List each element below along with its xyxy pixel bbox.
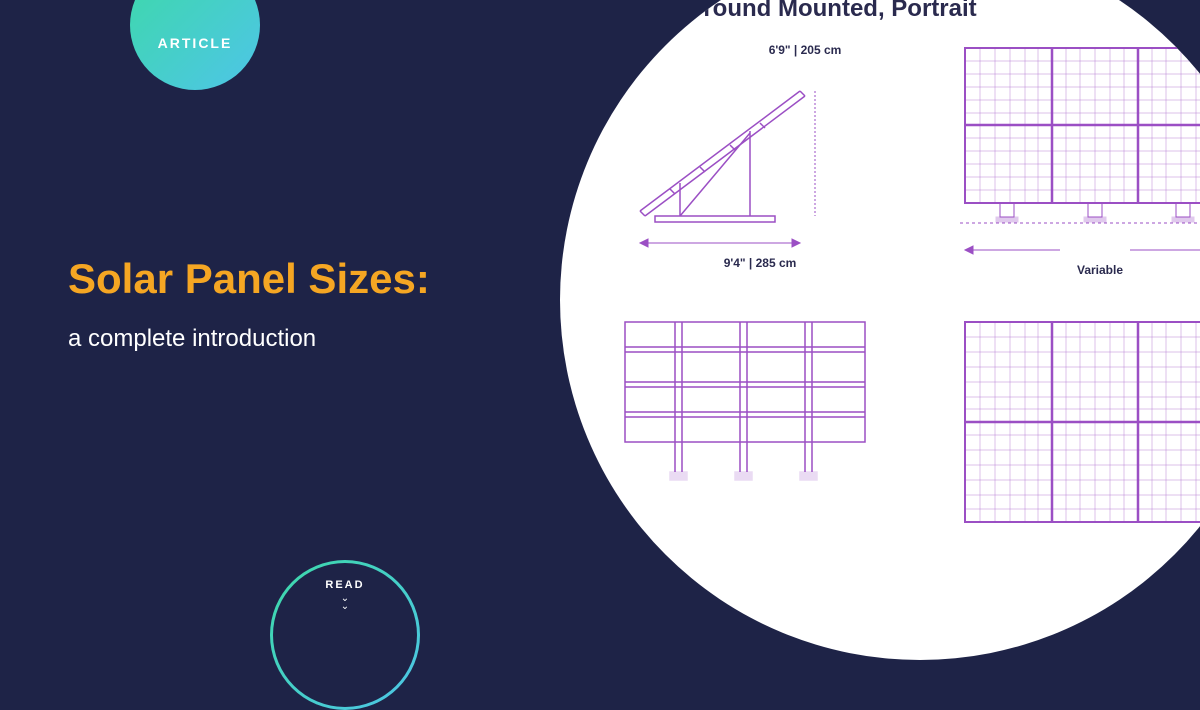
- dim-variable-label: Variable: [960, 263, 1200, 277]
- width-dimension-svg: [620, 231, 850, 256]
- dim-width-label: 9'4" | 285 cm: [620, 256, 900, 270]
- diagram-plan-view: Plan: [960, 317, 1200, 527]
- page-subtitle: a complete introduction: [68, 325, 430, 353]
- article-badge: ARTICLE: [130, 0, 260, 90]
- title-block: Solar Panel Sizes: a complete introducti…: [68, 255, 430, 353]
- back-structure-svg: [620, 317, 870, 492]
- article-badge-label: ARTICLE: [158, 35, 233, 51]
- side-elevation-svg: [620, 61, 850, 231]
- chevron-down-icon: ⌄⌄: [341, 595, 349, 611]
- front-elevation-svg: [960, 43, 1200, 238]
- read-badge-inner: READ ⌄⌄: [273, 563, 417, 707]
- diagram-header: - Ground Mounted, Portrait: [670, 0, 1200, 23]
- plan-view-svg: [960, 317, 1200, 527]
- diagram-back-structure: [620, 317, 900, 527]
- page-title: Solar Panel Sizes:: [68, 255, 430, 303]
- variable-dimension-svg: [960, 238, 1200, 263]
- diagram-side-elevation: 6'9" | 205 cm: [620, 43, 900, 277]
- diagram-front-elevation: Variable: [960, 43, 1200, 277]
- dim-height-label: 6'9" | 205 cm: [710, 43, 900, 57]
- diagram-container: - Ground Mounted, Portrait 6'9" | 205 cm: [560, 0, 1200, 660]
- read-badge-label: READ: [325, 579, 364, 591]
- read-badge[interactable]: READ ⌄⌄: [270, 560, 420, 710]
